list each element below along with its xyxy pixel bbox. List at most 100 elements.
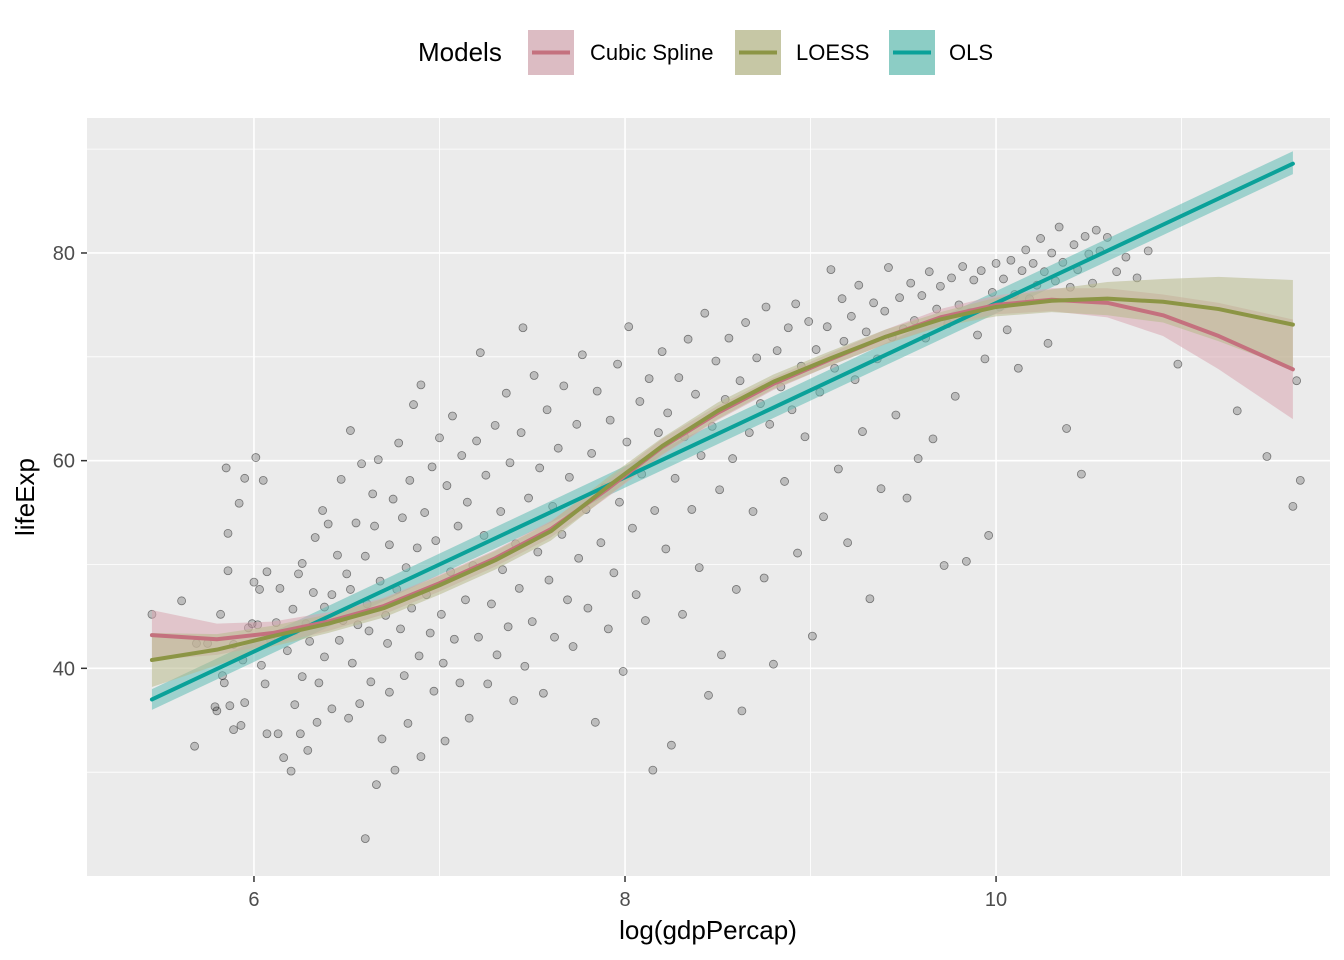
data-point xyxy=(765,419,775,429)
x-axis-title: log(gdpPercap) xyxy=(619,915,797,945)
data-point xyxy=(475,348,485,358)
data-point xyxy=(618,667,628,676)
data-point xyxy=(939,561,949,570)
data-point xyxy=(505,458,515,468)
data-point xyxy=(670,473,680,483)
data-point xyxy=(590,717,600,727)
legend-label-loess: LOESS xyxy=(796,40,869,65)
data-point xyxy=(657,347,667,357)
data-point xyxy=(544,575,554,585)
data-point xyxy=(1006,255,1016,265)
data-point xyxy=(414,651,424,661)
data-point xyxy=(351,518,361,528)
data-point xyxy=(212,706,222,716)
data-point xyxy=(455,678,465,688)
data-point xyxy=(861,327,871,337)
data-point xyxy=(811,345,821,354)
data-point xyxy=(553,443,563,453)
data-point xyxy=(631,590,641,600)
data-point xyxy=(303,745,313,755)
data-point xyxy=(323,519,333,529)
data-point xyxy=(219,678,229,688)
data-point xyxy=(487,599,496,609)
data-point xyxy=(364,626,374,636)
data-point xyxy=(229,725,238,734)
data-point xyxy=(373,455,383,465)
data-point xyxy=(464,713,474,723)
data-point xyxy=(592,386,602,396)
data-point xyxy=(279,753,289,763)
data-point xyxy=(609,568,619,578)
data-point xyxy=(360,834,370,844)
data-point xyxy=(394,438,404,448)
data-point xyxy=(622,437,632,447)
data-point xyxy=(769,659,778,669)
x-axis-ticks: 6 8 10 xyxy=(248,876,1007,911)
data-point xyxy=(928,434,938,444)
data-point xyxy=(976,266,986,276)
data-point xyxy=(370,521,379,531)
y-tick-label: 60 xyxy=(53,451,75,473)
model-lines xyxy=(149,161,1295,702)
data-point xyxy=(1036,234,1045,243)
data-point xyxy=(366,677,376,687)
data-point xyxy=(409,400,418,409)
data-point xyxy=(333,550,342,560)
data-point xyxy=(240,698,250,707)
data-point xyxy=(453,521,463,531)
data-point xyxy=(913,454,923,463)
data-point xyxy=(481,470,491,480)
data-point xyxy=(902,493,912,503)
data-point xyxy=(846,311,856,321)
data-point xyxy=(1173,359,1183,369)
data-point xyxy=(288,604,298,614)
data-point xyxy=(661,544,671,554)
data-point xyxy=(737,706,747,716)
data-point xyxy=(397,513,407,523)
data-point xyxy=(273,729,283,739)
data-point xyxy=(251,453,261,462)
data-point xyxy=(826,265,836,275)
data-point xyxy=(216,609,225,619)
data-point xyxy=(641,616,650,625)
data-point xyxy=(260,679,270,689)
data-point xyxy=(416,752,426,761)
data-point xyxy=(748,507,758,516)
data-point xyxy=(501,388,511,398)
data-point xyxy=(1028,258,1038,268)
data-point xyxy=(819,512,828,522)
data-point xyxy=(294,569,303,579)
data-point xyxy=(472,436,481,446)
data-point xyxy=(596,538,606,548)
data-point xyxy=(295,729,305,739)
data-point xyxy=(334,635,344,645)
data-point xyxy=(390,765,400,775)
data-point xyxy=(314,678,324,688)
data-point xyxy=(524,493,533,503)
data-point xyxy=(1232,406,1242,416)
data-point xyxy=(924,267,934,277)
data-point xyxy=(615,497,624,507)
legend-label-ols: OLS xyxy=(949,40,993,65)
data-point xyxy=(973,330,982,340)
data-point xyxy=(405,475,415,485)
data-point xyxy=(891,410,901,420)
data-point xyxy=(372,780,381,790)
data-point xyxy=(483,679,493,689)
data-point xyxy=(674,373,684,382)
data-point xyxy=(516,428,526,438)
data-point xyxy=(947,273,956,283)
data-point xyxy=(440,736,450,746)
data-point xyxy=(1043,338,1053,348)
data-point xyxy=(347,658,357,668)
data-point xyxy=(474,632,483,642)
data-point xyxy=(403,718,413,728)
y-axis-ticks: 40 60 80 xyxy=(53,243,87,680)
data-point xyxy=(344,713,353,723)
data-point xyxy=(1054,222,1064,232)
x-tick-label: 10 xyxy=(985,889,1007,911)
data-point xyxy=(490,420,500,430)
data-point xyxy=(807,631,817,641)
loess-line xyxy=(149,296,1295,663)
y-tick-label: 40 xyxy=(53,658,75,680)
